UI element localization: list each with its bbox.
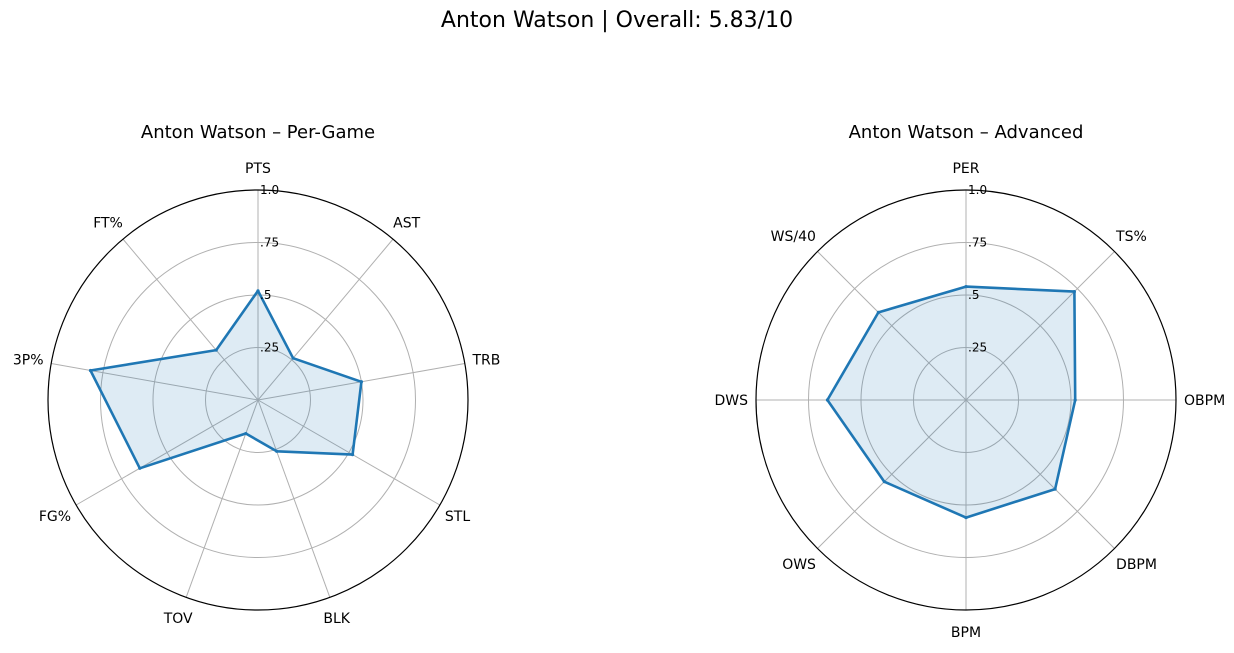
data-point-3p-pct — [88, 368, 93, 373]
category-label-tov: TOV — [163, 611, 193, 627]
category-label-dws: DWS — [714, 393, 748, 409]
data-point-dws — [825, 398, 830, 402]
circular-gridline — [860, 294, 1072, 506]
data-point-ts-pct — [1072, 290, 1076, 294]
radial-tick-label: .25 — [260, 341, 279, 355]
radar-title-advanced: Anton Watson – Advanced — [849, 122, 1084, 143]
category-label-obpm: OBPM — [1184, 393, 1225, 409]
data-point-trb — [359, 380, 364, 384]
category-label-ft-pct: FT% — [93, 215, 123, 231]
circular-gridline — [100, 242, 416, 558]
figure-title: Anton Watson | Overall: 5.83/10 — [440, 8, 794, 33]
data-point-obpm — [1073, 398, 1077, 402]
category-label-ast: AST — [393, 215, 420, 231]
category-label-ts-pct: TS% — [1115, 229, 1147, 245]
radial-tick-label: .25 — [968, 341, 987, 355]
radar-title-per-game: Anton Watson – Per-Game — [141, 122, 375, 143]
data-point-dbpm — [1053, 487, 1057, 491]
category-label-per: PER — [952, 161, 979, 177]
data-area-fill-per-game — [90, 290, 362, 469]
data-point-ft-pct — [214, 348, 218, 352]
radial-tick-label: .5 — [968, 288, 979, 302]
radial-tick-label: .75 — [260, 236, 279, 250]
circular-gridline — [808, 242, 1124, 558]
data-point-ws-40 — [876, 310, 880, 314]
data-area-fill-advanced — [827, 286, 1076, 518]
data-point-per — [964, 285, 968, 289]
category-label-stl: STL — [445, 509, 470, 525]
polar-frame — [755, 189, 1177, 611]
category-label-ws-40: WS/40 — [771, 229, 816, 245]
circular-gridline — [205, 347, 311, 453]
category-label-ows: OWS — [782, 557, 816, 573]
radial-tick-label: .75 — [968, 236, 987, 250]
data-point-tov — [244, 431, 248, 436]
radial-tick-label: 1.0 — [260, 183, 279, 197]
data-point-ast — [291, 356, 295, 360]
category-label-dbpm: DBPM — [1116, 557, 1157, 573]
radar-chart-advanced: Anton Watson – Advanced .25 .5 .75 1.0 PER TS… — [714, 122, 1225, 641]
circular-gridline — [152, 294, 364, 506]
category-label-pts: PTS — [245, 161, 271, 177]
category-label-trb: TRB — [471, 353, 500, 369]
data-point-stl — [350, 453, 355, 457]
data-point-bpm — [964, 516, 968, 520]
radial-tick-label: .5 — [260, 288, 271, 302]
data-point-ows — [882, 480, 886, 484]
polar-frame — [47, 189, 469, 611]
data-point-pts — [256, 289, 260, 293]
data-point-blk — [275, 449, 279, 453]
radial-tick-label: 1.0 — [968, 183, 987, 197]
category-label-bpm: BPM — [951, 625, 981, 641]
category-label-fg-pct: FG% — [39, 509, 71, 525]
circular-gridline — [913, 347, 1019, 453]
data-line-per-game — [89, 289, 363, 470]
category-label-blk: BLK — [323, 611, 350, 627]
data-point-fg-pct — [138, 466, 142, 470]
category-label-3p-pct: 3P% — [13, 353, 44, 369]
radar-chart-per-game: Anton Watson – Per-Game .25 .5 .75 1.0 PTS AS… — [13, 122, 500, 627]
